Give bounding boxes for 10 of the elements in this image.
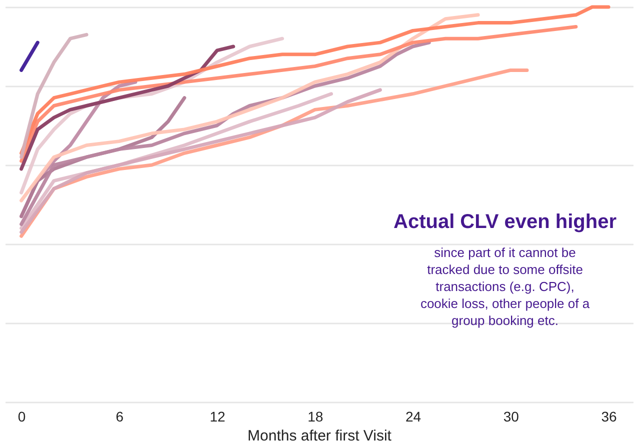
annotation: Actual CLV even higher — [393, 211, 617, 233]
x-tick-label: 6 — [116, 408, 124, 424]
x-tick-label: 12 — [210, 408, 226, 424]
x-tick-label: 30 — [503, 408, 520, 424]
annotation: since part of it cannot be tracked due to some offsite transactions (e.g. CPC), cookie loss, other people of a group booking etc. — [420, 245, 590, 328]
x-tick-label: 0 — [18, 408, 26, 424]
x-axis-title: Months after first Visit — [248, 428, 392, 444]
x-tick-label: 18 — [308, 408, 324, 424]
x-tick-label: 36 — [601, 408, 618, 424]
x-tick-label: 24 — [406, 408, 422, 424]
